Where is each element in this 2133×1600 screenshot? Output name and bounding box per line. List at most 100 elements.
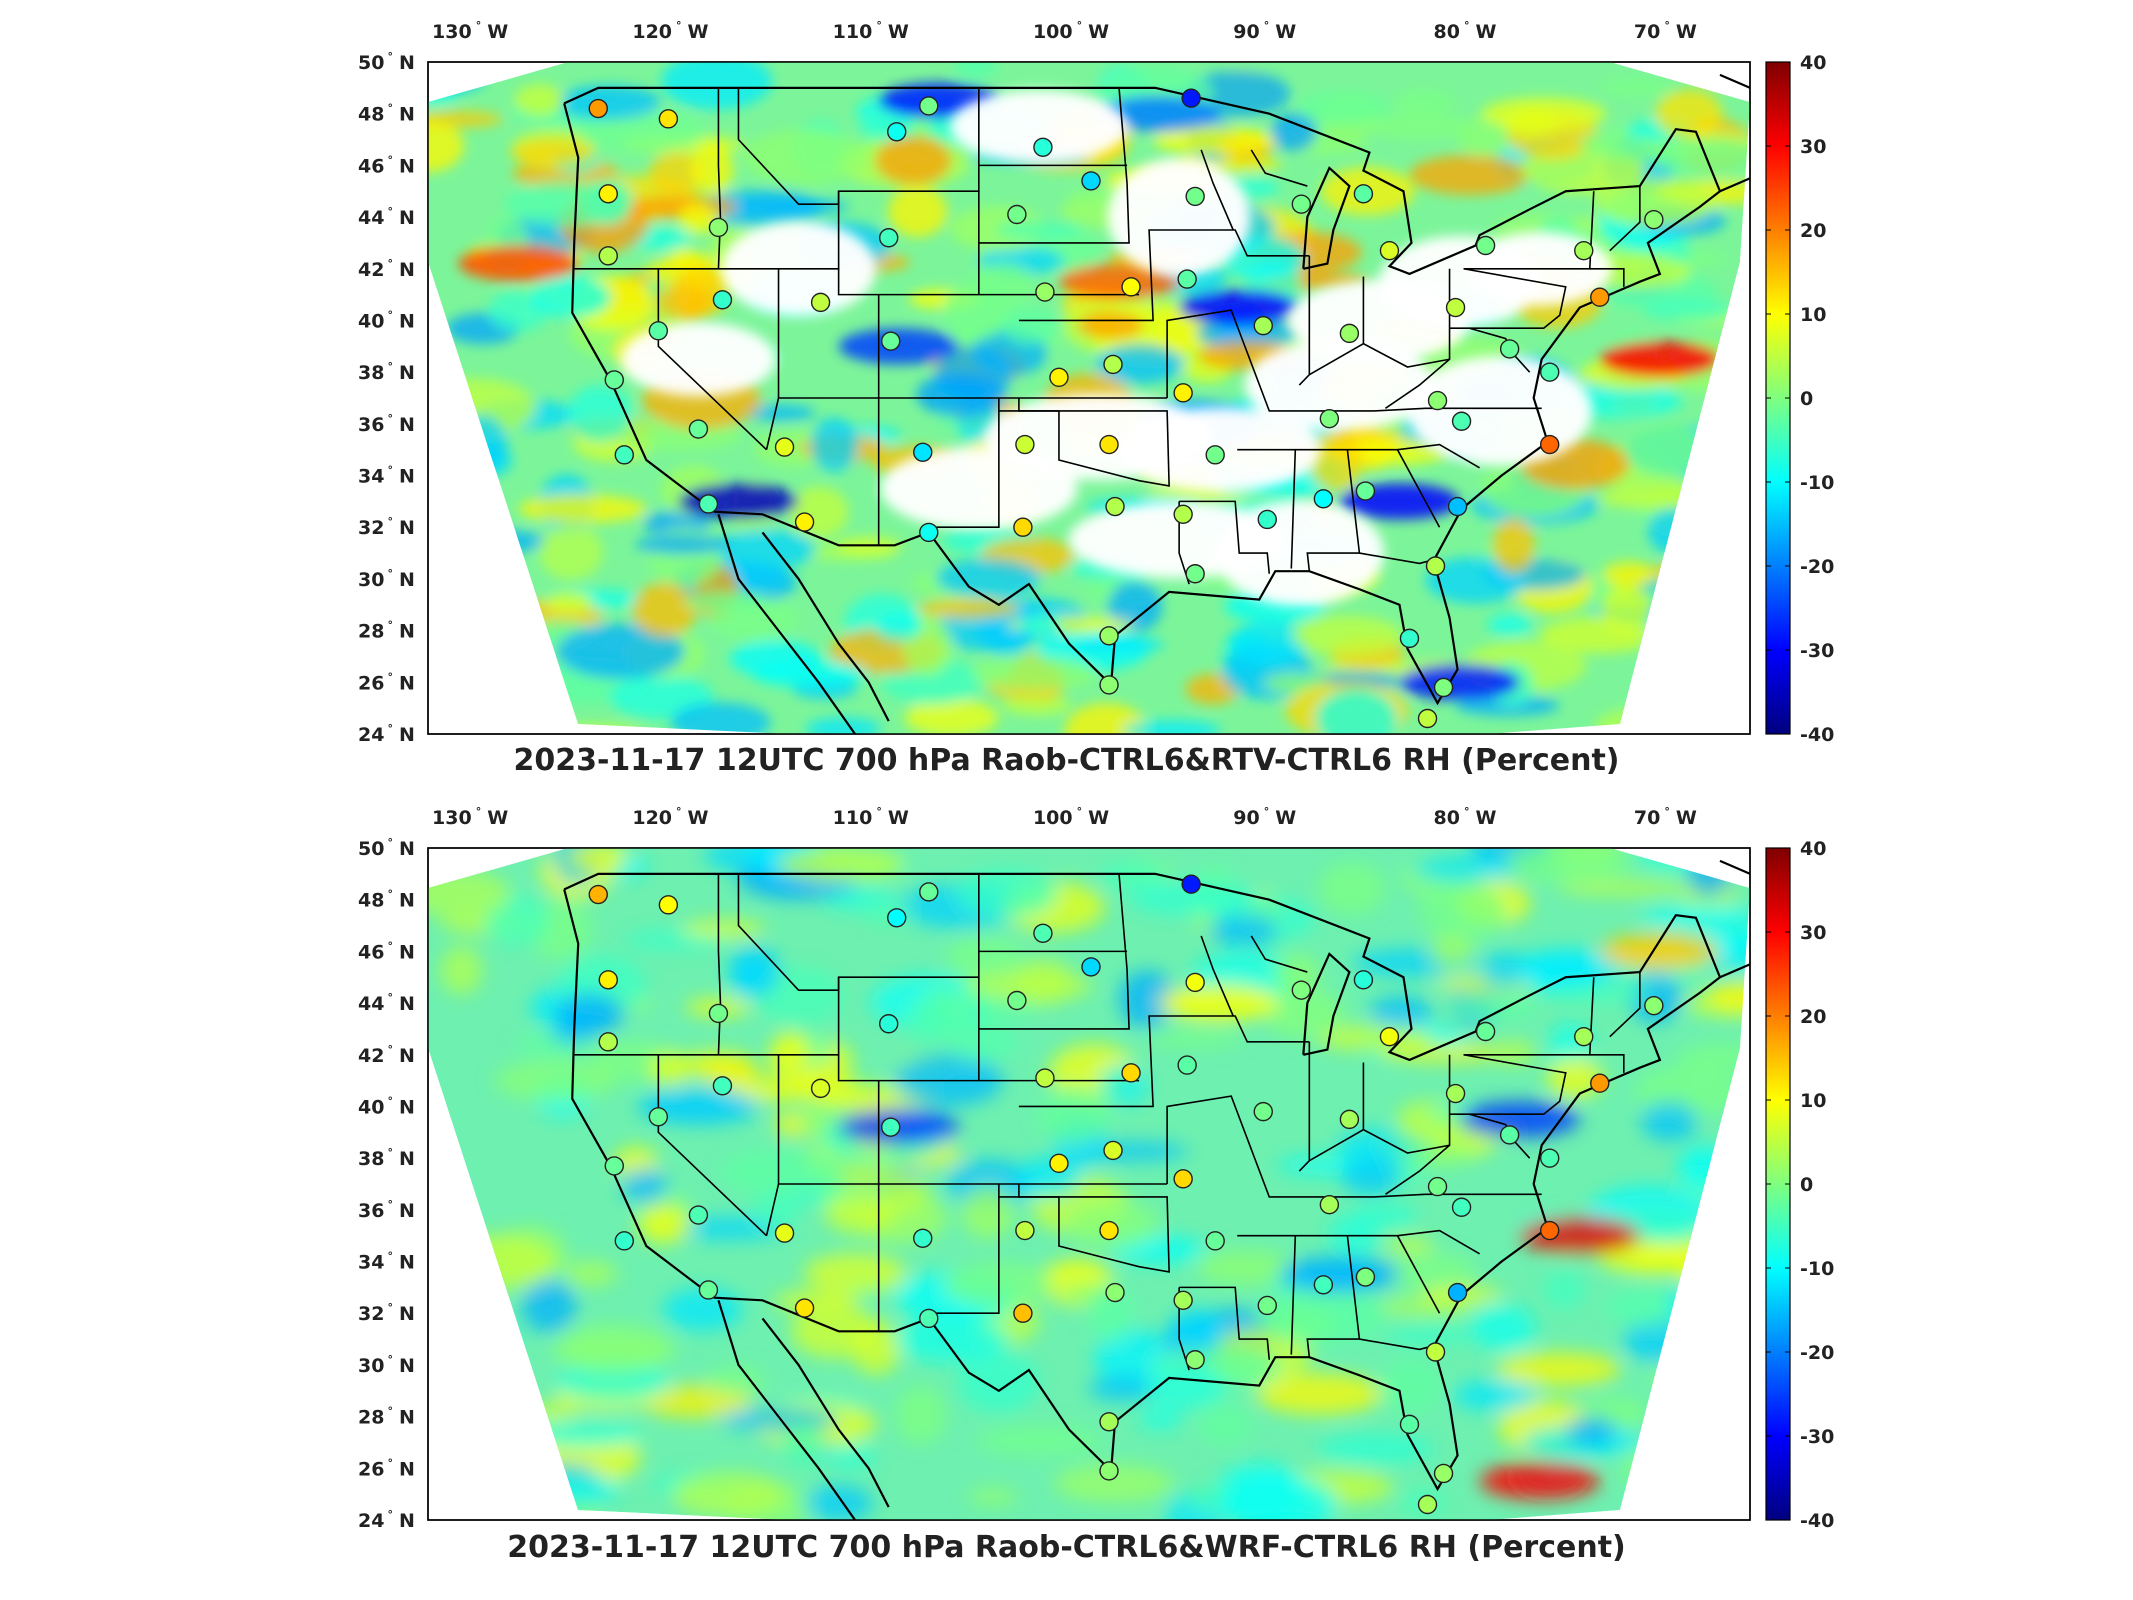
bottom-lat-tick-label: 42 ° N [358, 1043, 415, 1067]
bottom-station-marker [1181, 874, 1201, 894]
bottom-station-marker [1319, 1194, 1340, 1215]
bottom-station-marker [919, 1308, 939, 1329]
top-station-marker [1644, 209, 1664, 230]
bottom-station-marker [887, 908, 907, 928]
bottom-station-marker [1539, 1148, 1560, 1168]
top-station-marker [1447, 496, 1468, 517]
top-station-marker [919, 96, 939, 116]
bottom-station-marker [1417, 1494, 1438, 1515]
bottom-lon-tick-label: 110 ° W [833, 805, 909, 829]
bottom-lat-tick-label: 50 ° N [358, 836, 415, 860]
top-station-marker [688, 419, 709, 439]
top-lat-tick-label: 28 ° N [358, 619, 415, 643]
top-station-marker [1121, 277, 1141, 297]
top-station-marker [1205, 445, 1225, 465]
bottom-lat-tick-label: 46 ° N [358, 939, 415, 963]
bottom-station-marker [1355, 1267, 1376, 1287]
bottom-station-marker [1035, 1068, 1055, 1088]
bottom-station-marker [1121, 1063, 1141, 1083]
top-station-marker [712, 290, 733, 310]
top-boundaries [563, 73, 1750, 734]
bottom-station-marker [794, 1298, 815, 1318]
bottom-station-marker [1291, 980, 1312, 1000]
bottom-station-marker [1257, 1295, 1277, 1316]
bottom-station-marker [1081, 957, 1101, 977]
bottom-station-marker [878, 1014, 899, 1034]
bottom-lat-tick-label: 32 ° N [358, 1301, 415, 1325]
top-station-marker [1339, 323, 1360, 344]
top-lat-tick-label: 48 ° N [358, 102, 415, 126]
bottom-lat-tick-label: 40 ° N [358, 1094, 415, 1118]
top-lon-tick-label: 110 ° W [833, 19, 909, 43]
bottom-station-marker [1445, 1083, 1466, 1104]
top-lon-tick-label: 100 ° W [1033, 19, 1109, 43]
bottom-lon-tick-label: 80 ° W [1434, 805, 1497, 829]
top-station-marker [1049, 367, 1069, 388]
bottom-colorbar-tick-label: 20 [1800, 1006, 1826, 1028]
bottom-station-marker [1353, 970, 1374, 990]
top-station-marker [1181, 88, 1201, 108]
bottom-station-marker [708, 1003, 729, 1024]
top-station-marker [708, 217, 729, 238]
bottom-station-marker [1539, 1220, 1560, 1241]
bottom-station-marker [1099, 1412, 1119, 1432]
bottom-station-marker [1013, 1303, 1033, 1323]
top-rh-field [428, 62, 1750, 734]
top-lon-tick-label: 80 ° W [1434, 19, 1497, 43]
bottom-lat-tick-label: 26 ° N [358, 1456, 415, 1480]
bottom-lon-tick-label: 90 ° W [1233, 805, 1296, 829]
bottom-station-marker [1451, 1197, 1472, 1217]
top-lat-tick-label: 38 ° N [358, 360, 415, 384]
top-station-marker [598, 184, 618, 204]
top-station-marker [1445, 297, 1466, 318]
bottom-station-marker [1177, 1055, 1197, 1075]
bottom-station-marker [1427, 1176, 1448, 1197]
bottom-station-marker [1015, 1220, 1035, 1241]
bottom-station-marker [1399, 1414, 1420, 1435]
top-station-marker [810, 292, 831, 313]
bottom-panel-title: 2023-11-17 12UTC 700 hPa Raob-CTRL6&WRF-… [507, 1530, 1626, 1565]
top-station-marker [1355, 481, 1376, 501]
bottom-station-marker [1339, 1109, 1360, 1130]
top-station-marker [1590, 287, 1610, 307]
bottom-station-marker [1425, 1342, 1446, 1362]
top-lat-tick-label: 50 ° N [358, 50, 415, 74]
top-station-marker [913, 442, 933, 462]
bottom-lon-tick-label: 100 ° W [1033, 805, 1109, 829]
top-station-marker [1399, 628, 1420, 649]
top-station-marker [588, 98, 608, 119]
bottom-lat-tick-label: 34 ° N [358, 1250, 415, 1274]
top-station-marker [1185, 564, 1205, 584]
top-station-marker [1007, 204, 1027, 225]
bottom-station-marker [1173, 1169, 1193, 1189]
top-station-marker [698, 494, 719, 514]
bottom-station-marker [774, 1223, 795, 1243]
top-station-marker [919, 522, 939, 543]
top-lon-tick-label: 90 ° W [1233, 19, 1296, 43]
bottom-station-marker [1185, 972, 1205, 993]
top-station-marker [1253, 315, 1273, 336]
top-station-marker [1013, 517, 1033, 537]
bottom-station-marker [1379, 1026, 1400, 1047]
top-station-marker [1099, 675, 1119, 695]
top-colorbar-tick-label: 30 [1800, 136, 1826, 158]
top-station-marker [1313, 489, 1334, 509]
bottom-colorbar-tick-label: 10 [1800, 1090, 1826, 1112]
top-station-marker [604, 370, 624, 390]
top-station-marker [1173, 383, 1193, 403]
bottom-station-marker [614, 1231, 634, 1251]
top-station-marker [878, 228, 899, 248]
top-station-marker [1475, 235, 1496, 256]
top-station-marker [1451, 411, 1472, 431]
bottom-colorbar-tick-label: -20 [1800, 1342, 1834, 1364]
top-station-marker [598, 246, 618, 266]
top-station-marker [794, 512, 815, 532]
top-station-marker [881, 331, 901, 351]
top-station-marker [1379, 240, 1400, 261]
bottom-map-figure: 130 ° W 120 ° W 110 ° W 100 ° W 90 ° W 80 ° W 70 ° W 50 ° N 48 ° N… [358, 805, 1834, 1532]
top-lat-tick-label: 36 ° N [358, 412, 415, 436]
bottom-lat-tick-label: 48 ° N [358, 888, 415, 912]
bottom-station-marker [1574, 1026, 1594, 1047]
bottom-lat-tick-label: 38 ° N [358, 1146, 415, 1170]
bottom-station-marker [1644, 995, 1664, 1016]
